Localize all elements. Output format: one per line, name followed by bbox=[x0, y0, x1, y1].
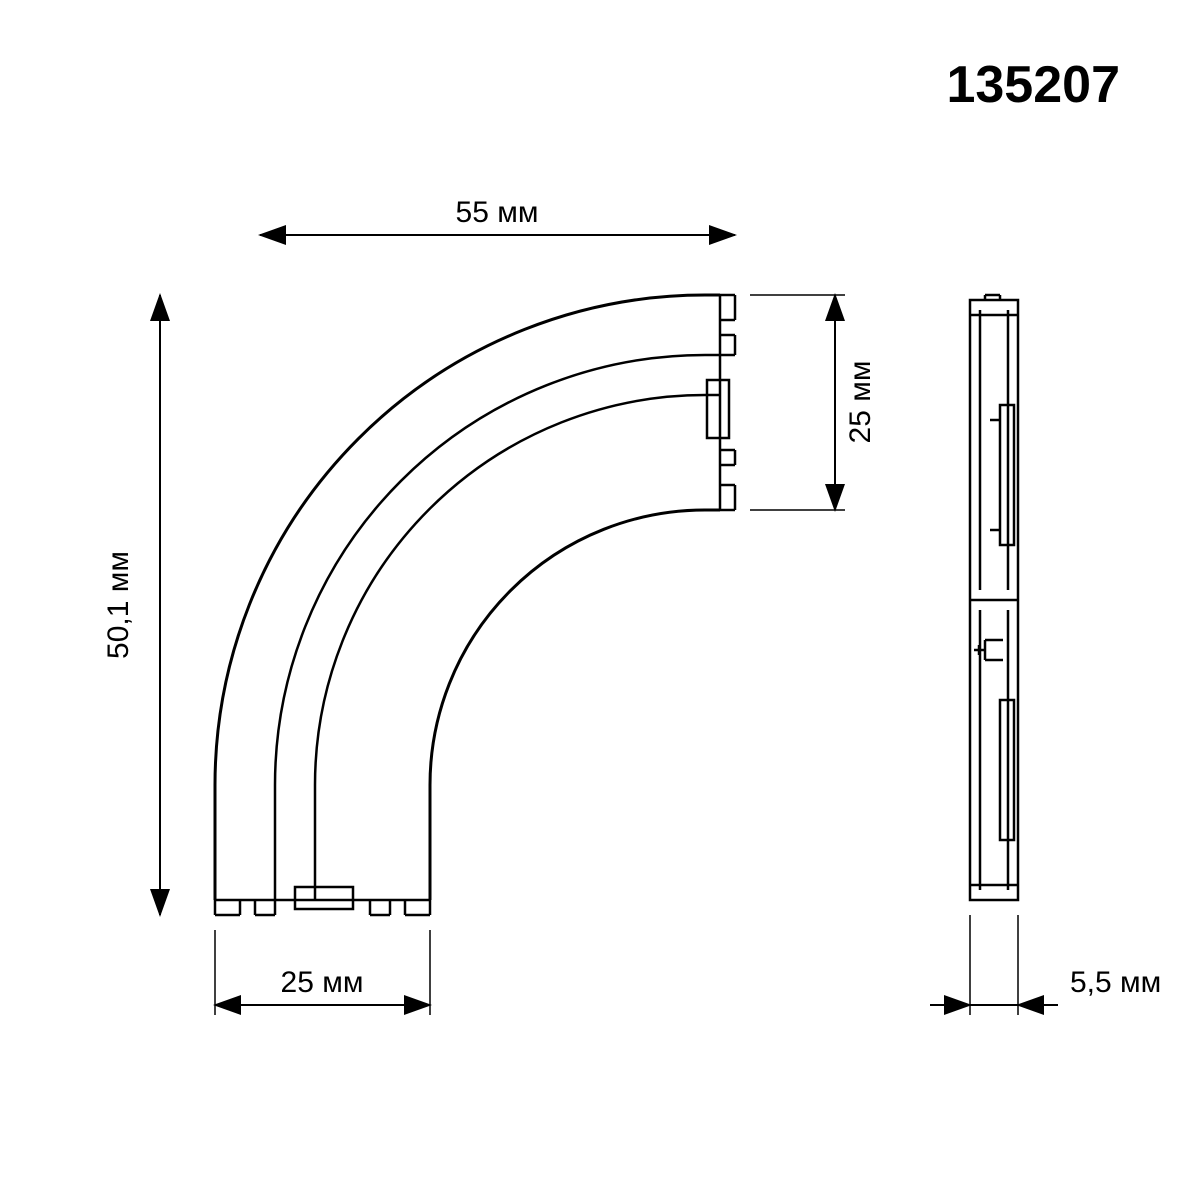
dimension-width-top: 55 мм bbox=[260, 196, 735, 235]
dimension-height-left: 50,1 мм bbox=[102, 295, 160, 915]
dimension-drawing: 55 мм 50,1 мм 25 мм 25 мм 5,5 мм bbox=[0, 0, 1200, 1200]
dimension-side-width: 5,5 мм bbox=[930, 915, 1161, 1015]
dim-label-height-left: 50,1 мм bbox=[102, 551, 135, 659]
dim-label-width-top: 55 мм bbox=[456, 196, 539, 229]
dim-label-width-bottom: 25 мм bbox=[281, 966, 364, 999]
dim-label-height-right-top: 25 мм bbox=[844, 361, 877, 444]
side-profile-view bbox=[970, 295, 1018, 900]
part-number: 135207 bbox=[946, 55, 1120, 115]
main-elbow-view bbox=[215, 295, 735, 915]
dim-label-side-width: 5,5 мм bbox=[1070, 966, 1161, 999]
dimension-height-right-top: 25 мм bbox=[750, 295, 877, 510]
dimension-width-bottom: 25 мм bbox=[215, 930, 430, 1015]
